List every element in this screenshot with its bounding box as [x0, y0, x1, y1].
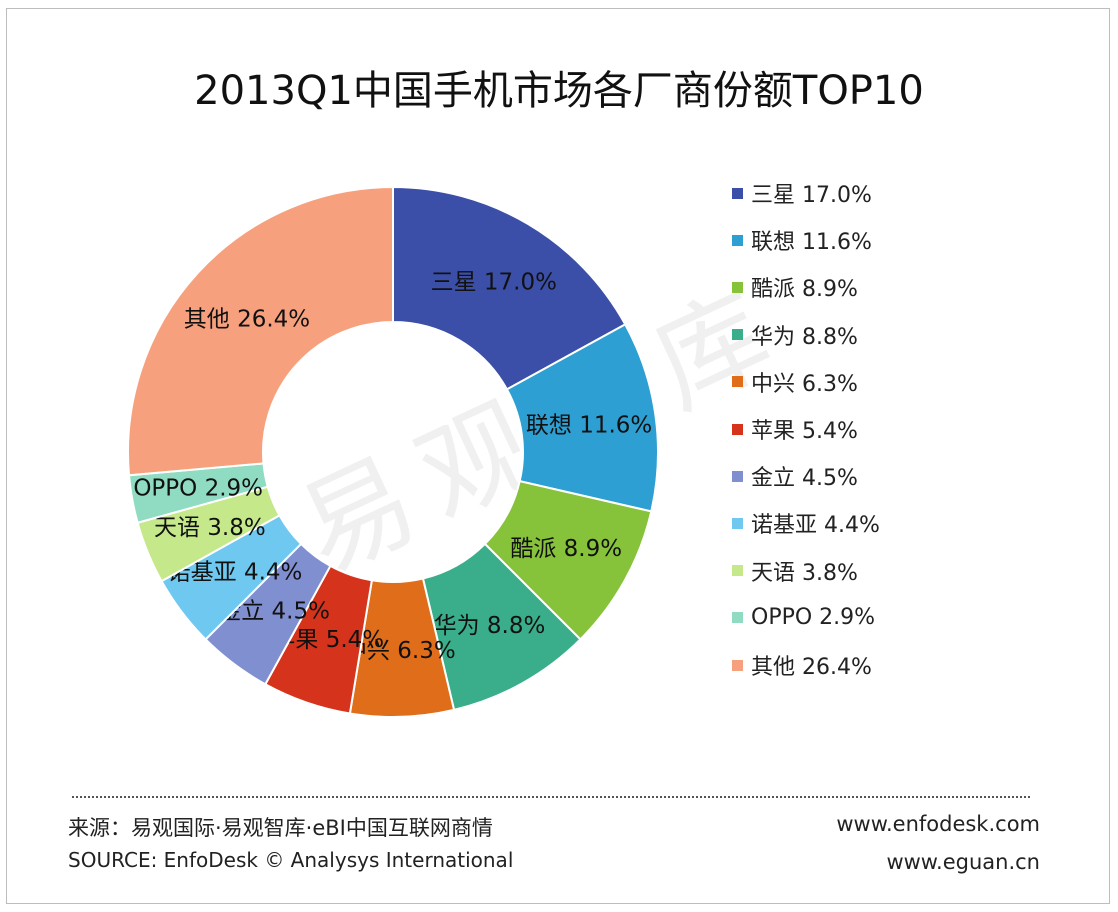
legend-label: 金立 4.5%: [751, 466, 858, 492]
source-url-eguan: www.eguan.cn: [886, 850, 1040, 874]
legend-label: 苹果 5.4%: [751, 419, 858, 444]
slice-label-9: OPPO 2.9%: [133, 475, 263, 501]
legend-label: 诺基亚 4.4%: [751, 513, 880, 539]
legend-item-10: 其他 26.4%: [732, 650, 872, 680]
legend-item-8: 天语 3.8%: [732, 556, 858, 586]
slice-label-0: 三星 17.0%: [431, 270, 557, 296]
legend-swatch: [732, 376, 743, 388]
slice-label-8: 天语 3.8%: [154, 515, 266, 541]
slice-label-3: 华为 8.8%: [434, 613, 546, 639]
legend-item-2: 酷派 8.9%: [732, 272, 858, 302]
slice-label-2: 酷派 8.9%: [510, 536, 622, 562]
donut-slice-1: [505, 322, 659, 513]
legend-label: 酷派 8.9%: [751, 277, 858, 303]
chart-title: 2013Q1中国手机市场各厂商份额TOP10: [194, 68, 924, 114]
legend-item-1: 联想 11.6%: [732, 225, 872, 255]
legend-label: 三星 17.0%: [751, 183, 872, 208]
legend-label: OPPO 2.9%: [751, 605, 876, 631]
legend-swatch: [732, 187, 743, 199]
slice-label-10: 其他 26.4%: [184, 306, 310, 332]
legend-swatch: [732, 470, 743, 482]
legend-item-4: 中兴 6.3%: [732, 367, 858, 397]
source-url-enfodesk: www.enfodesk.com: [836, 812, 1040, 836]
legend-swatch: [732, 234, 743, 246]
legend-swatch: [732, 659, 743, 671]
legend-item-6: 金立 4.5%: [732, 461, 858, 491]
donut-slice-10: [127, 185, 394, 477]
legend-swatch: [732, 517, 743, 529]
legend-item-9: OPPO 2.9%: [732, 603, 875, 633]
legend-item-3: 华为 8.8%: [732, 320, 858, 350]
donut-slice-0: [392, 185, 627, 391]
footer-divider: [72, 796, 1030, 798]
legend-swatch: [732, 612, 743, 624]
legend-swatch: [732, 565, 743, 577]
legend-label: 其他 26.4%: [751, 655, 872, 680]
source-en: SOURCE: EnfoDesk © Analysys Internationa…: [68, 848, 514, 872]
source-cn: 来源：易观国际·易观智库·eBI中国互联网商情: [68, 816, 493, 840]
legend-swatch: [732, 329, 743, 341]
slice-label-1: 联想 11.6%: [526, 413, 652, 439]
legend-item-0: 三星 17.0%: [732, 178, 872, 208]
legend-swatch: [732, 281, 743, 293]
legend-label: 中兴 6.3%: [751, 371, 858, 397]
legend-item-5: 苹果 5.4%: [732, 414, 858, 444]
legend-label: 天语 3.8%: [751, 560, 858, 586]
legend-label: 联想 11.6%: [751, 230, 872, 256]
legend-label: 华为 8.8%: [751, 324, 858, 350]
legend-item-7: 诺基亚 4.4%: [732, 508, 880, 538]
legend-swatch: [732, 423, 743, 435]
